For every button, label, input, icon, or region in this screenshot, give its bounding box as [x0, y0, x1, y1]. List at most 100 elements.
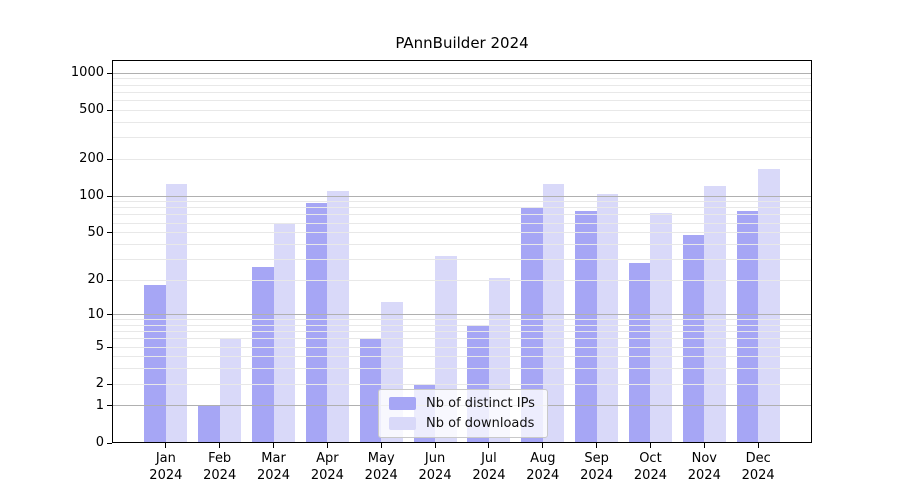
- month-label: Jun: [424, 451, 446, 466]
- year-label: 2024: [741, 468, 775, 483]
- x-tick-mark: [219, 443, 221, 448]
- x-tick-mark: [434, 443, 436, 448]
- y-tick-mark: [107, 279, 112, 281]
- minor-gridline: [112, 214, 812, 216]
- month-label: Mar: [261, 451, 286, 466]
- minor-gridline: [112, 84, 812, 86]
- bar-ips-sep: [575, 211, 597, 443]
- y-tick-label: 1000: [70, 65, 104, 81]
- minor-gridline: [112, 258, 812, 260]
- y-tick-mark: [107, 158, 112, 160]
- minor-gridline: [112, 368, 812, 370]
- major-gridline: [112, 195, 812, 197]
- month-label: Oct: [639, 451, 662, 466]
- year-label: 2024: [203, 468, 237, 483]
- y-tick-label: 5: [95, 339, 104, 355]
- x-tick-label-oct: Oct 2024: [618, 450, 682, 484]
- x-tick-label-nov: Nov 2024: [672, 450, 736, 484]
- x-tick-label-aug: Aug 2024: [511, 450, 575, 484]
- bar-downloads-sep: [596, 194, 619, 443]
- minor-gridline: [112, 243, 812, 245]
- y-tick-label: 500: [79, 102, 104, 118]
- minor-gridline: [112, 279, 812, 281]
- x-tick-label-dec: Dec 2024: [726, 450, 790, 484]
- bar-downloads-mar: [273, 223, 296, 443]
- y-tick-label: 2: [95, 376, 104, 392]
- plot-area: Nb of distinct IPs Nb of downloads: [112, 60, 812, 443]
- x-tick-label-sep: Sep 2024: [565, 450, 629, 484]
- bar-ips-oct: [628, 262, 651, 443]
- x-tick-mark: [596, 443, 598, 448]
- month-label: Dec: [745, 451, 771, 466]
- x-tick-mark: [165, 443, 167, 448]
- year-label: 2024: [580, 468, 614, 483]
- bar-ips-apr: [305, 203, 328, 443]
- minor-gridline: [112, 109, 812, 111]
- year-label: 2024: [256, 468, 291, 483]
- bar-ips-feb: [198, 405, 220, 443]
- legend-label: Nb of distinct IPs: [426, 396, 535, 411]
- bar-ips-jan: [144, 285, 166, 443]
- year-label: 2024: [633, 468, 667, 483]
- chart-title: PAnnBuilder 2024: [395, 34, 529, 52]
- x-tick-label-jul: Jul 2024: [457, 450, 521, 484]
- minor-gridline: [112, 346, 812, 348]
- bar-ips-may: [359, 338, 382, 443]
- y-tick-mark: [107, 383, 112, 385]
- y-tick-label: 0: [95, 435, 104, 450]
- minor-gridline: [112, 78, 812, 80]
- bar-ips-mar: [252, 266, 274, 443]
- major-gridline: [112, 72, 812, 74]
- y-tick-mark: [107, 195, 112, 197]
- minor-gridline: [112, 232, 812, 234]
- minor-gridline: [112, 201, 812, 203]
- minor-gridline: [112, 207, 812, 209]
- bar-downloads-aug: [542, 184, 565, 443]
- month-label: Jan: [155, 451, 176, 466]
- legend: Nb of distinct IPs Nb of downloads: [378, 389, 548, 438]
- bar-downloads-jan: [165, 184, 188, 443]
- legend-swatch: [389, 397, 416, 410]
- x-tick-label-may: May 2024: [349, 450, 413, 484]
- minor-gridline: [112, 121, 812, 123]
- y-tick-mark: [107, 346, 112, 348]
- minor-gridline: [112, 222, 812, 224]
- major-gridline: [112, 314, 812, 316]
- month-label: Sep: [584, 451, 609, 466]
- minor-gridline: [112, 158, 812, 160]
- minor-gridline: [112, 137, 812, 139]
- y-tick-mark: [107, 405, 112, 407]
- x-tick-label-jan: Jan 2024: [134, 450, 198, 484]
- minor-gridline: [112, 338, 812, 340]
- bar-downloads-dec: [758, 169, 780, 443]
- x-tick-label-jun: Jun 2024: [403, 450, 467, 484]
- year-label: 2024: [526, 468, 560, 483]
- y-tick-mark: [107, 232, 112, 234]
- y-tick-label: 1: [95, 397, 104, 413]
- legend-item: Nb of distinct IPs: [389, 396, 535, 411]
- x-tick-label-apr: Apr 2024: [295, 450, 359, 484]
- minor-gridline: [112, 356, 812, 358]
- y-tick-mark: [107, 109, 112, 111]
- bar-downloads-feb: [219, 338, 242, 443]
- x-tick-mark: [703, 443, 705, 448]
- legend-item: Nb of downloads: [389, 416, 535, 431]
- x-tick-label-mar: Mar 2024: [242, 450, 306, 484]
- minor-gridline: [112, 91, 812, 93]
- year-label: 2024: [472, 468, 506, 483]
- x-tick-mark: [757, 443, 759, 448]
- y-tick-mark: [107, 442, 112, 444]
- minor-gridline: [112, 319, 812, 321]
- year-label: 2024: [310, 468, 344, 483]
- bar-downloads-oct: [650, 212, 672, 443]
- x-tick-mark: [273, 443, 275, 448]
- y-tick-label: 200: [79, 151, 104, 167]
- bar-ips-dec: [736, 210, 759, 443]
- month-label: Aug: [530, 451, 556, 466]
- legend-label: Nb of downloads: [426, 416, 535, 431]
- month-label: Jul: [481, 451, 497, 466]
- x-tick-mark: [380, 443, 382, 448]
- y-tick-mark: [107, 72, 112, 74]
- minor-gridline: [112, 100, 812, 102]
